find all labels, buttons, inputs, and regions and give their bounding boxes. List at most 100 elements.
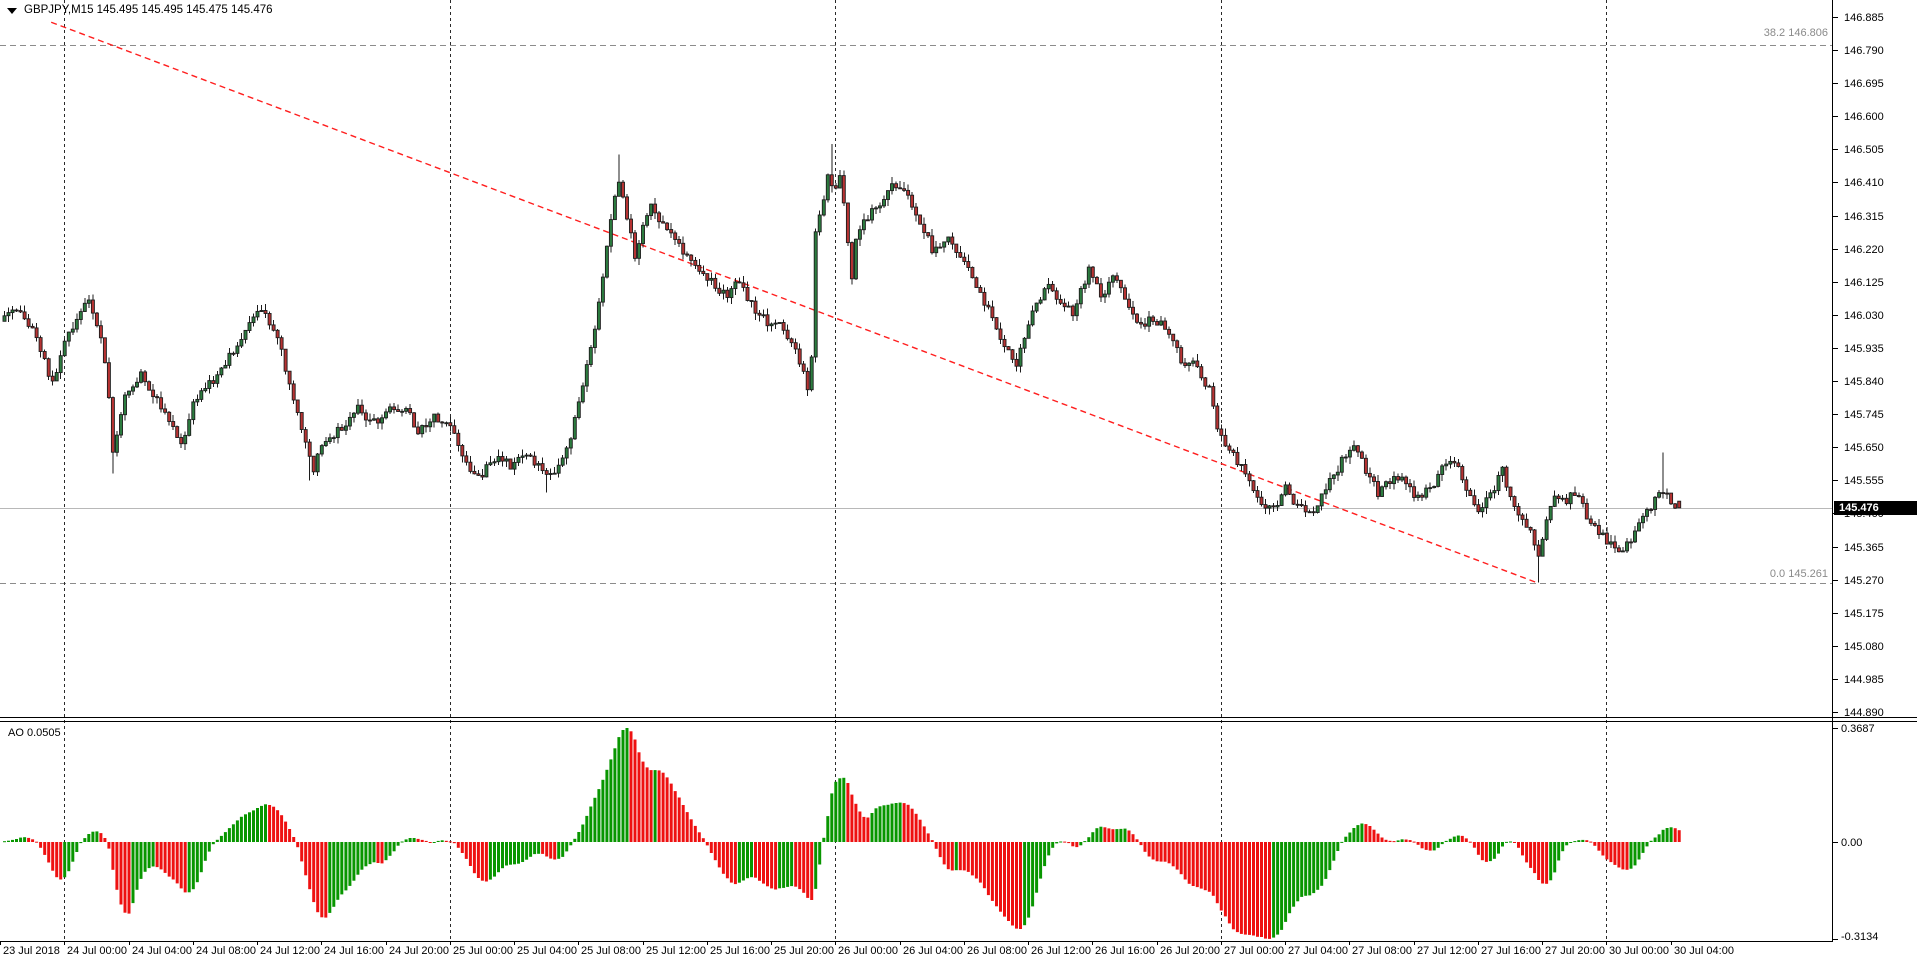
ao-bar-down <box>416 838 420 842</box>
ao-bar-up <box>67 842 71 872</box>
ao-bar-up <box>1300 842 1304 897</box>
ao-bar-up <box>886 804 890 842</box>
candle-bear <box>1520 514 1525 520</box>
ao-bar-up <box>1340 841 1344 843</box>
candle-bear <box>705 273 710 281</box>
candle-bull <box>492 461 497 464</box>
ao-bar-up <box>525 842 529 860</box>
candle-bull <box>1548 505 1553 521</box>
candle-bull <box>1480 507 1485 513</box>
ao-bar-down <box>111 842 115 870</box>
ao-bar-up <box>1059 841 1063 843</box>
ao-bar-up <box>440 840 444 842</box>
candle-bull <box>191 401 196 421</box>
ao-bar-up <box>344 842 348 891</box>
fib-0-label: 0.0 145.261 <box>1769 568 1828 580</box>
candle-bull <box>1191 360 1196 364</box>
ao-bar-up <box>1633 842 1637 866</box>
ao-bar-up <box>71 842 75 862</box>
price-axis[interactable]: 146.885 146.790 146.695 146.600 146.505 146.4… <box>1832 12 1884 943</box>
ao-bar-down <box>1605 842 1609 860</box>
ao-bar-up <box>1637 842 1641 860</box>
candle-bear <box>713 277 718 289</box>
ao-bar-down <box>35 841 39 843</box>
price-axis-label: 146.695 <box>1844 78 1884 90</box>
ao-bar-down <box>1537 842 1541 880</box>
candle-bull <box>496 456 501 463</box>
candle-bear <box>163 408 168 413</box>
ao-bar-up <box>239 816 243 842</box>
candle-bull <box>199 390 204 400</box>
candle-bear <box>1263 504 1268 509</box>
trendline[interactable] <box>50 21 1538 584</box>
candle-bear <box>1649 509 1654 511</box>
time-axis-label: 26 Jul 00:00 <box>838 945 898 957</box>
candle-bull <box>243 329 248 340</box>
ao-bar-up <box>151 842 155 867</box>
symbol-dropdown-icon[interactable] <box>7 7 17 14</box>
ao-bar-up <box>195 842 199 883</box>
candle-bull <box>821 199 826 216</box>
ao-bar-up <box>412 838 416 842</box>
candle-bear <box>279 337 284 350</box>
time-axis-label: 24 Jul 00:00 <box>67 945 127 957</box>
symbol-title-bar: GBPJPY,M15 145.495 145.495 145.475 145.4… <box>7 4 273 16</box>
candle-bull <box>837 175 842 189</box>
ao-bar-up <box>529 842 533 857</box>
ao-bar-down <box>1617 842 1621 868</box>
candle-bull <box>343 425 348 431</box>
candle-bull <box>874 207 878 210</box>
ao-bar-down <box>995 842 998 907</box>
candle-bull <box>315 453 320 473</box>
candles-layer <box>2 144 1682 583</box>
candle-bear <box>902 188 907 191</box>
candle-bull <box>1042 288 1047 301</box>
candle-bear <box>151 389 156 398</box>
ao-bar-up <box>348 842 352 886</box>
ao-bar-up <box>91 831 95 842</box>
candle-bear <box>765 314 770 327</box>
ao-bar-down <box>962 842 966 871</box>
ao-bar-up <box>83 838 87 842</box>
candle-bear <box>1677 500 1682 509</box>
ao-bar-down <box>1529 842 1533 868</box>
ao-bar-down <box>850 794 854 842</box>
ao-bar-down <box>1545 842 1549 884</box>
ao-bar-down <box>1525 842 1529 863</box>
ao-bar-up <box>1505 841 1508 843</box>
time-axis[interactable]: 23 Jul 2018 24 Jul 00:00 24 Jul 04:00 24 Ju… <box>0 941 1734 957</box>
ao-bar-up <box>1448 838 1452 842</box>
ao-bar-up <box>521 842 525 862</box>
ao-bar-up <box>215 839 219 842</box>
candle-bear <box>38 337 43 352</box>
candle-bear <box>408 408 413 414</box>
ao-bar-up <box>1645 842 1649 847</box>
ao-bar-up <box>1456 835 1460 842</box>
candle-bull <box>1018 347 1023 367</box>
candle-bear <box>1151 316 1156 322</box>
ao-bar-down <box>999 842 1002 912</box>
candle-bull <box>1279 494 1284 506</box>
candle-bear <box>657 212 662 223</box>
price-axis-label: 146.315 <box>1844 211 1884 223</box>
candle-bear <box>1163 320 1168 330</box>
ao-bar-down <box>1007 842 1010 921</box>
ao-bar-down <box>1593 842 1597 846</box>
ao-bar-down <box>316 842 320 913</box>
ao-bar-down <box>1585 840 1589 842</box>
ao-bar-down <box>1392 841 1396 843</box>
ao-bar-down <box>774 842 778 890</box>
candle-bull <box>388 406 392 413</box>
candle-bear <box>1576 495 1581 498</box>
candle-bull <box>127 390 131 396</box>
candle-bear <box>14 309 19 312</box>
ao-bar-up <box>207 842 211 852</box>
ao-bar-up <box>577 832 581 842</box>
ao-bar-up <box>1432 842 1436 851</box>
candle-bear <box>1183 362 1188 367</box>
ao-bar-down <box>950 842 954 871</box>
candle-bear <box>805 370 810 391</box>
ao-bar-up <box>1332 842 1336 861</box>
ao-bar-down <box>175 842 179 884</box>
